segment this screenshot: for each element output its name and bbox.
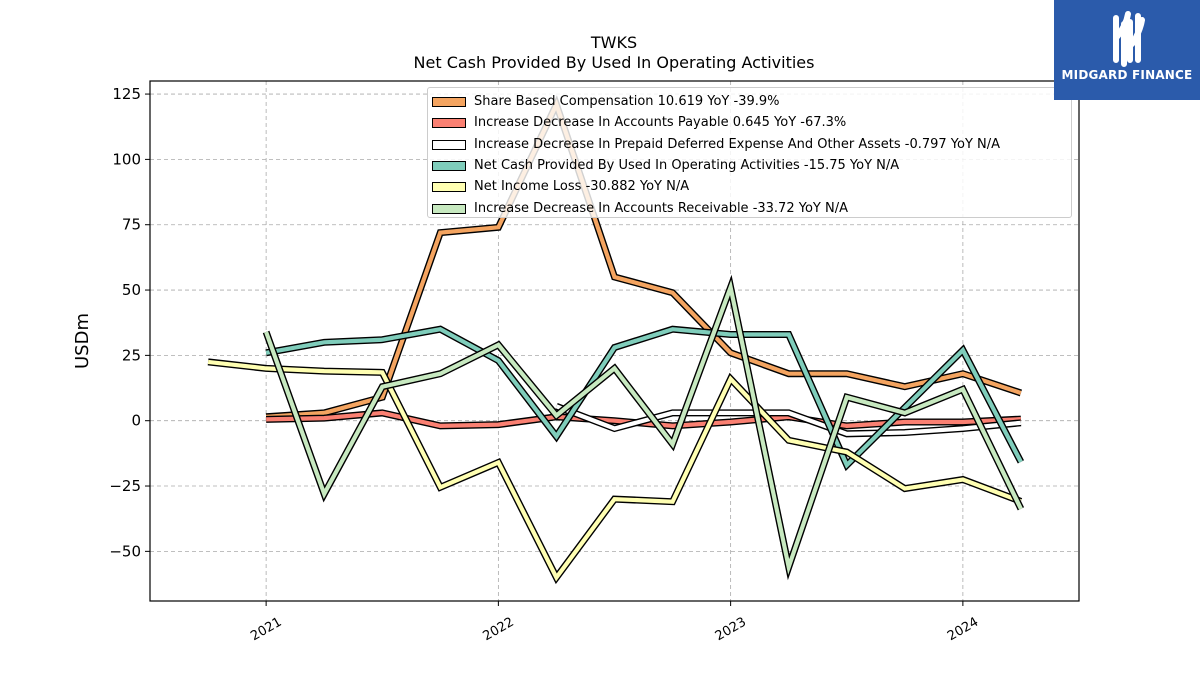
midgard-logo-icon	[1113, 11, 1145, 67]
legend-label: Increase Decrease In Accounts Receivable…	[474, 200, 848, 216]
legend-swatch	[432, 182, 466, 193]
legend-item: Net Cash Provided By Used In Operating A…	[428, 157, 1068, 178]
y-tick-label: −50	[109, 542, 141, 560]
legend-label: Increase Decrease In Accounts Payable 0.…	[474, 115, 847, 131]
series-line-stroke	[265, 327, 1023, 469]
series-line-stroke	[265, 98, 1022, 419]
y-axis-label: USDm	[72, 313, 93, 369]
chart-title: TWKS	[590, 33, 637, 52]
series-line-outline	[262, 274, 1025, 581]
legend-swatch	[432, 118, 466, 129]
x-axis: 2021 2022 2023 2024	[248, 601, 981, 644]
series-line-stroke	[207, 359, 1022, 582]
y-tick-label: 100	[112, 150, 141, 168]
x-tick-label: 2021	[248, 615, 284, 645]
y-tick-label: 25	[122, 346, 141, 364]
series-layer	[207, 95, 1025, 585]
legend-item: Share Based Compensation 10.619 YoY -39.…	[428, 93, 1068, 114]
series-line-6	[262, 274, 1025, 581]
chart-legend: Share Based Compensation 10.619 YoY -39.…	[427, 87, 1072, 218]
y-tick-label: −25	[109, 477, 141, 495]
y-axis: 125 100 75 50 25 0 −25 −50	[109, 85, 150, 560]
legend-item: Increase Decrease In Accounts Payable 0.…	[428, 114, 1068, 135]
y-tick-label: 125	[112, 85, 141, 103]
brand-logo: MIDGARD FINANCE	[1054, 0, 1200, 100]
series-line-5	[207, 358, 1023, 585]
y-tick-label: 50	[122, 281, 141, 299]
legend-item: Net Income Loss -30.882 YoY N/A	[428, 178, 1068, 199]
brand-name: MIDGARD FINANCE	[1061, 68, 1193, 82]
plot-area-frame	[149, 80, 1080, 602]
legend-swatch	[432, 203, 466, 214]
series-line-3	[555, 403, 1022, 438]
legend-label: Net Income Loss -30.882 YoY N/A	[474, 179, 690, 195]
x-tick-label: 2024	[945, 615, 981, 645]
series-line-outline	[207, 358, 1023, 585]
legend-label: Share Based Compensation 10.619 YoY -39.…	[474, 94, 780, 109]
series-line-4	[265, 325, 1025, 472]
y-tick-label: 75	[122, 216, 141, 234]
legend-swatch	[432, 97, 466, 107]
series-line-1	[265, 95, 1023, 421]
legend-swatch	[432, 139, 466, 150]
legend-swatch	[432, 160, 466, 171]
legend-label: Net Cash Provided By Used In Operating A…	[474, 157, 900, 173]
y-tick-label: 0	[131, 412, 141, 430]
chart-subtitle: Net Cash Provided By Used In Operating A…	[414, 53, 815, 72]
legend-item: Increase Decrease In Prepaid Deferred Ex…	[428, 136, 1068, 157]
x-tick-label: 2023	[713, 615, 749, 645]
series-line-stroke	[264, 279, 1023, 575]
x-tick-label: 2022	[481, 615, 517, 645]
legend-label: Increase Decrease In Prepaid Deferred Ex…	[474, 136, 1001, 152]
legend-item: Increase Decrease In Accounts Receivable…	[428, 200, 1068, 221]
series-line-stroke	[555, 404, 1022, 436]
